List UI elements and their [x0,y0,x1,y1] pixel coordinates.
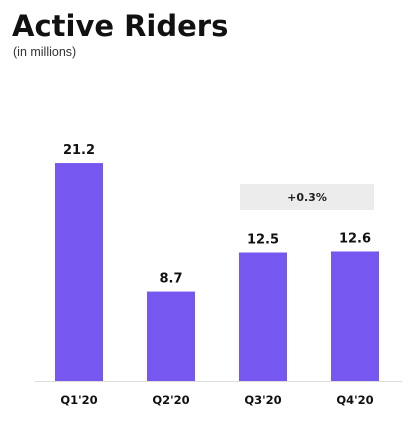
x-tick-label: Q3'20 [244,393,281,407]
x-tick-label: Q1'20 [60,393,97,407]
x-tick-label: Q2'20 [152,393,189,407]
value-label: 21.2 [63,143,95,158]
chart-subtitle: (in millions) [13,45,76,59]
chart-title: Active Riders [12,9,228,43]
bar [147,291,195,381]
value-label: 8.7 [159,272,182,287]
x-tick-label: Q4'20 [336,393,373,407]
value-label: 12.5 [247,233,279,248]
annotation-box [240,184,374,210]
bar [239,252,287,381]
annotation: +0.3% [287,191,327,204]
bar [55,163,103,381]
bar [331,251,379,381]
value-label: 12.6 [339,231,371,246]
